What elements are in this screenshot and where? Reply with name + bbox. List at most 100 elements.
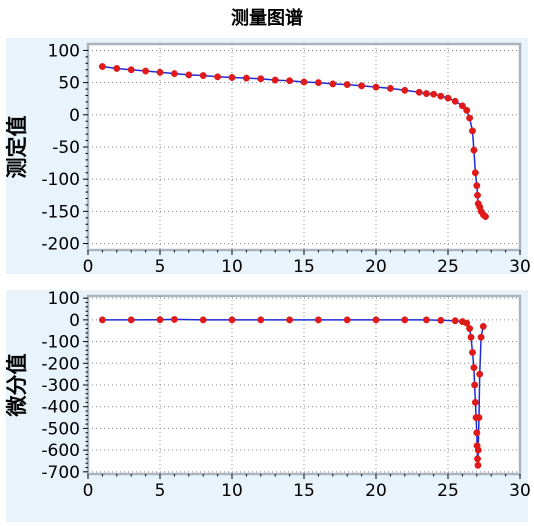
measured-data-point bbox=[185, 71, 193, 79]
measured-data-point bbox=[300, 78, 308, 86]
measured-data-point bbox=[242, 74, 250, 82]
derivative-data-point bbox=[471, 381, 479, 389]
derivative-data-point bbox=[477, 333, 485, 341]
derivative-ytick-label: -400 bbox=[41, 398, 80, 418]
measured-data-point bbox=[470, 146, 478, 154]
measured-data-point bbox=[329, 80, 337, 88]
derivative-ytick-label: 100 bbox=[48, 290, 80, 309]
measured-data-point bbox=[113, 65, 121, 72]
measured-data-point bbox=[437, 92, 445, 100]
measured-data-point bbox=[481, 213, 489, 220]
derivative-data-point bbox=[199, 316, 207, 324]
measured-ytick-label: -50 bbox=[52, 138, 80, 158]
derivative-data-point bbox=[170, 315, 178, 323]
measured-data-point bbox=[415, 88, 423, 96]
measured-data-point bbox=[228, 74, 236, 81]
measured-data-point bbox=[422, 90, 430, 98]
measured-data-point bbox=[214, 73, 222, 81]
measured-data-point bbox=[98, 63, 106, 70]
derivative-data-point bbox=[479, 322, 487, 330]
measured-data-point bbox=[142, 67, 150, 75]
measured-data-point bbox=[156, 68, 164, 76]
measured-value-chart: 0 5 10 15 20 25 30 100 50 0 -50 -100 -150 -200 测定值 bbox=[0, 38, 534, 278]
derivative-data-point bbox=[98, 316, 106, 324]
derivative-data-point bbox=[473, 429, 481, 437]
measured-data-point bbox=[386, 84, 394, 92]
measured-ylabel: 测定值 bbox=[5, 116, 29, 179]
measured-ytick-label: -100 bbox=[41, 170, 80, 190]
measured-data-point bbox=[271, 76, 279, 84]
measured-data-point bbox=[343, 81, 351, 89]
measured-ytick-label: 50 bbox=[58, 74, 80, 94]
derivative-data-point bbox=[156, 316, 164, 324]
derivative-data-point bbox=[451, 317, 459, 325]
derivative-xtick-label: 5 bbox=[155, 481, 166, 501]
measured-data-point bbox=[199, 72, 207, 79]
derivative-data-point bbox=[286, 316, 294, 324]
derivative-data-point bbox=[474, 455, 481, 463]
measured-value-chart-svg: 0 5 10 15 20 25 30 100 50 0 -50 -100 -150 -200 测定值 bbox=[5, 38, 531, 277]
measured-data-point bbox=[463, 106, 471, 114]
measured-xtick-label: 20 bbox=[365, 257, 387, 277]
derivative-data-point bbox=[470, 364, 478, 372]
measured-data-point bbox=[451, 97, 459, 105]
measured-data-point bbox=[372, 83, 380, 91]
derivative-data-point bbox=[422, 316, 430, 324]
derivative-data-point bbox=[343, 316, 351, 324]
measured-xtick-label: 0 bbox=[83, 257, 94, 277]
measured-xtick-label: 30 bbox=[509, 257, 531, 277]
measured-data-point bbox=[471, 169, 479, 177]
derivative-data-point bbox=[467, 333, 475, 341]
measured-data-point bbox=[286, 77, 294, 85]
derivative-data-point bbox=[372, 316, 380, 324]
derivative-xtick-label: 15 bbox=[293, 481, 315, 501]
derivative-data-point bbox=[257, 316, 265, 324]
measured-ytick-label: -200 bbox=[41, 235, 80, 255]
derivative-xtick-label: 30 bbox=[509, 481, 531, 501]
derivative-xtick-label: 0 bbox=[83, 481, 94, 501]
derivative-data-point bbox=[437, 316, 445, 324]
derivative-data-point bbox=[401, 316, 409, 324]
measured-ytick-label: -150 bbox=[41, 202, 80, 222]
measured-ytick-label: 100 bbox=[48, 41, 80, 61]
derivative-xtick-label: 10 bbox=[221, 481, 243, 501]
derivative-data-point bbox=[474, 446, 482, 454]
derivative-data-point bbox=[474, 461, 482, 469]
derivative-data-point bbox=[469, 348, 476, 356]
page-title: 测量图谱 bbox=[231, 8, 303, 29]
derivative-ylabel: 微分值 bbox=[5, 354, 29, 418]
measured-data-point bbox=[170, 70, 178, 78]
derivative-ytick-label: 0 bbox=[69, 311, 80, 331]
measured-ytick-label: 0 bbox=[69, 106, 80, 126]
measured-xtick-label: 5 bbox=[155, 257, 166, 277]
derivative-data-point bbox=[476, 370, 484, 378]
derivative-data-point bbox=[475, 414, 483, 422]
measured-data-point bbox=[444, 94, 452, 102]
derivative-data-point bbox=[314, 316, 322, 324]
measured-xtick-label: 15 bbox=[293, 257, 315, 277]
measured-data-point bbox=[358, 82, 366, 90]
derivative-ytick-label: -500 bbox=[41, 419, 80, 439]
measured-data-point bbox=[474, 191, 481, 199]
measured-data-point bbox=[469, 127, 476, 135]
derivative-data-point bbox=[463, 319, 471, 327]
derivative-data-point bbox=[466, 325, 474, 333]
measured-data-point bbox=[473, 182, 481, 190]
measured-data-point bbox=[430, 90, 438, 98]
measured-data-point bbox=[127, 66, 135, 74]
derivative-ytick-label: -200 bbox=[41, 354, 80, 374]
derivative-ytick-label: -100 bbox=[41, 333, 80, 353]
derivative-ytick-label: -700 bbox=[41, 463, 80, 483]
measured-data-point bbox=[401, 86, 409, 94]
derivative-value-chart: 0 5 10 15 20 25 30 100 0 -100 -200 -300 -400 -500 -600… bbox=[0, 290, 534, 526]
measured-data-point bbox=[466, 114, 474, 122]
derivative-ytick-label: -300 bbox=[41, 376, 80, 396]
derivative-ytick-label: -600 bbox=[41, 441, 80, 461]
measured-data-point bbox=[458, 102, 466, 110]
derivative-data-point bbox=[127, 316, 135, 324]
measured-data-point bbox=[314, 79, 322, 87]
derivative-data-point bbox=[228, 316, 236, 324]
derivative-xtick-label: 25 bbox=[437, 481, 459, 501]
measured-data-point bbox=[257, 75, 265, 83]
measured-xtick-label: 25 bbox=[437, 257, 459, 277]
